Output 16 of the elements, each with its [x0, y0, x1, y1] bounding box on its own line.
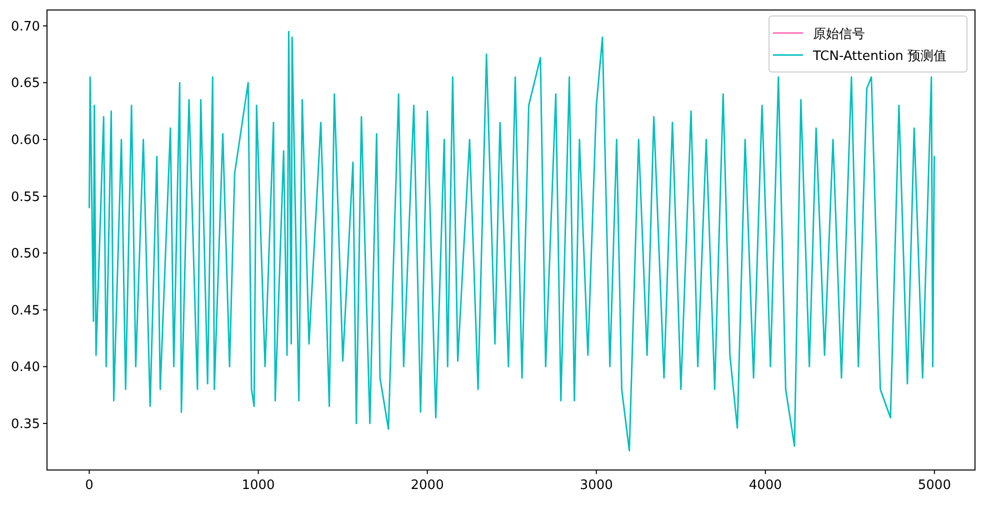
y-tick-label: 0.65: [11, 76, 40, 92]
legend-label: 原始信号: [813, 27, 865, 42]
y-tick-label: 0.50: [11, 246, 40, 262]
y-tick-label: 0.45: [11, 303, 40, 318]
y-tick-label: 0.70: [11, 19, 40, 34]
x-tick-label: 0: [85, 478, 94, 493]
x-tick-label: 4000: [748, 478, 782, 493]
y-tick-label: 0.55: [11, 190, 40, 205]
y-tick-label: 0.60: [11, 132, 40, 148]
y-tick-label: 0.35: [11, 416, 40, 432]
legend-label: TCN-Attention 预测值: [812, 49, 947, 64]
x-tick-label: 3000: [580, 478, 613, 493]
x-tick-label: 2000: [410, 478, 444, 493]
y-tick-label: 0.40: [11, 360, 40, 376]
x-tick-label: 1000: [242, 478, 275, 493]
x-tick-label: 5000: [918, 478, 951, 493]
